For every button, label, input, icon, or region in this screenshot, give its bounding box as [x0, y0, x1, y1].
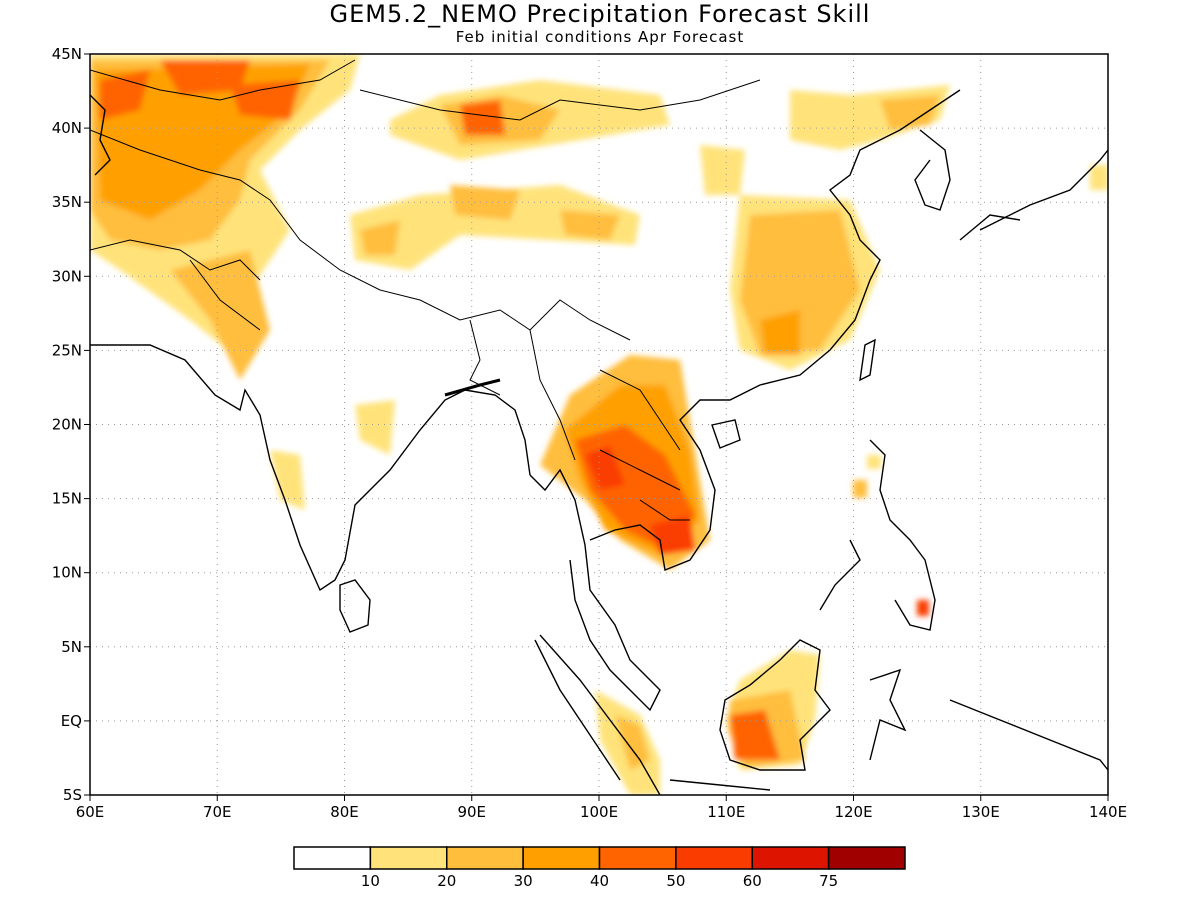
colorbar-label: 30	[514, 872, 533, 890]
x-tick-label: 120E	[834, 803, 872, 821]
skill-shading	[90, 54, 1108, 795]
colorbar-swatch	[827, 846, 906, 870]
x-tick-label: 80E	[330, 803, 359, 821]
map-title: GEM5.2_NEMO Precipitation Forecast Skill	[329, 0, 871, 28]
coastlines	[90, 59, 1108, 795]
colorbar-label: 20	[437, 872, 456, 890]
x-tick-label: 110E	[707, 803, 745, 821]
y-tick-label: 20N	[52, 416, 82, 434]
x-tick-label: 70E	[203, 803, 232, 821]
y-tick-label: 5S	[63, 786, 82, 804]
x-tick-label: 60E	[76, 803, 105, 821]
y-tick-label: 40N	[52, 119, 82, 137]
colorbar-swatch	[598, 846, 677, 870]
colorbar-swatch	[293, 846, 372, 870]
y-tick-label: 35N	[52, 193, 82, 211]
colorbar-swatch	[369, 846, 448, 870]
x-tick-label: 140E	[1089, 803, 1127, 821]
x-tick-label: 130E	[962, 803, 1000, 821]
map-subtitle: Feb initial conditions Apr Forecast	[455, 28, 745, 46]
y-axis: 5S EQ 5N 10N 15N 20N 25N 30N 35N 40N 45N	[52, 45, 90, 804]
colorbar-swatch	[751, 846, 830, 870]
colorbar-swatch	[522, 846, 601, 870]
y-tick-label: EQ	[61, 712, 82, 730]
y-tick-label: 30N	[52, 267, 82, 285]
colorbar-swatch	[446, 846, 524, 870]
colorbar-label: 40	[590, 872, 609, 890]
y-tick-label: 10N	[52, 564, 82, 582]
y-tick-label: 25N	[52, 341, 82, 359]
colorbar-label: 10	[361, 872, 380, 890]
colorbar-label: 50	[666, 872, 685, 890]
y-tick-label: 15N	[52, 490, 82, 508]
colorbar-label: 75	[819, 872, 838, 890]
colorbar-label: 60	[743, 872, 762, 890]
x-tick-label: 100E	[580, 803, 618, 821]
y-tick-label: 45N	[52, 45, 82, 63]
colorbar: 10 20 30 40 50 60 75	[293, 846, 906, 890]
x-tick-label: 90E	[457, 803, 486, 821]
colorbar-swatch	[675, 846, 753, 870]
x-axis: 60E 70E 80E 90E 100E 110E 120E 130E 140E	[76, 795, 1127, 821]
y-tick-label: 5N	[61, 638, 82, 656]
